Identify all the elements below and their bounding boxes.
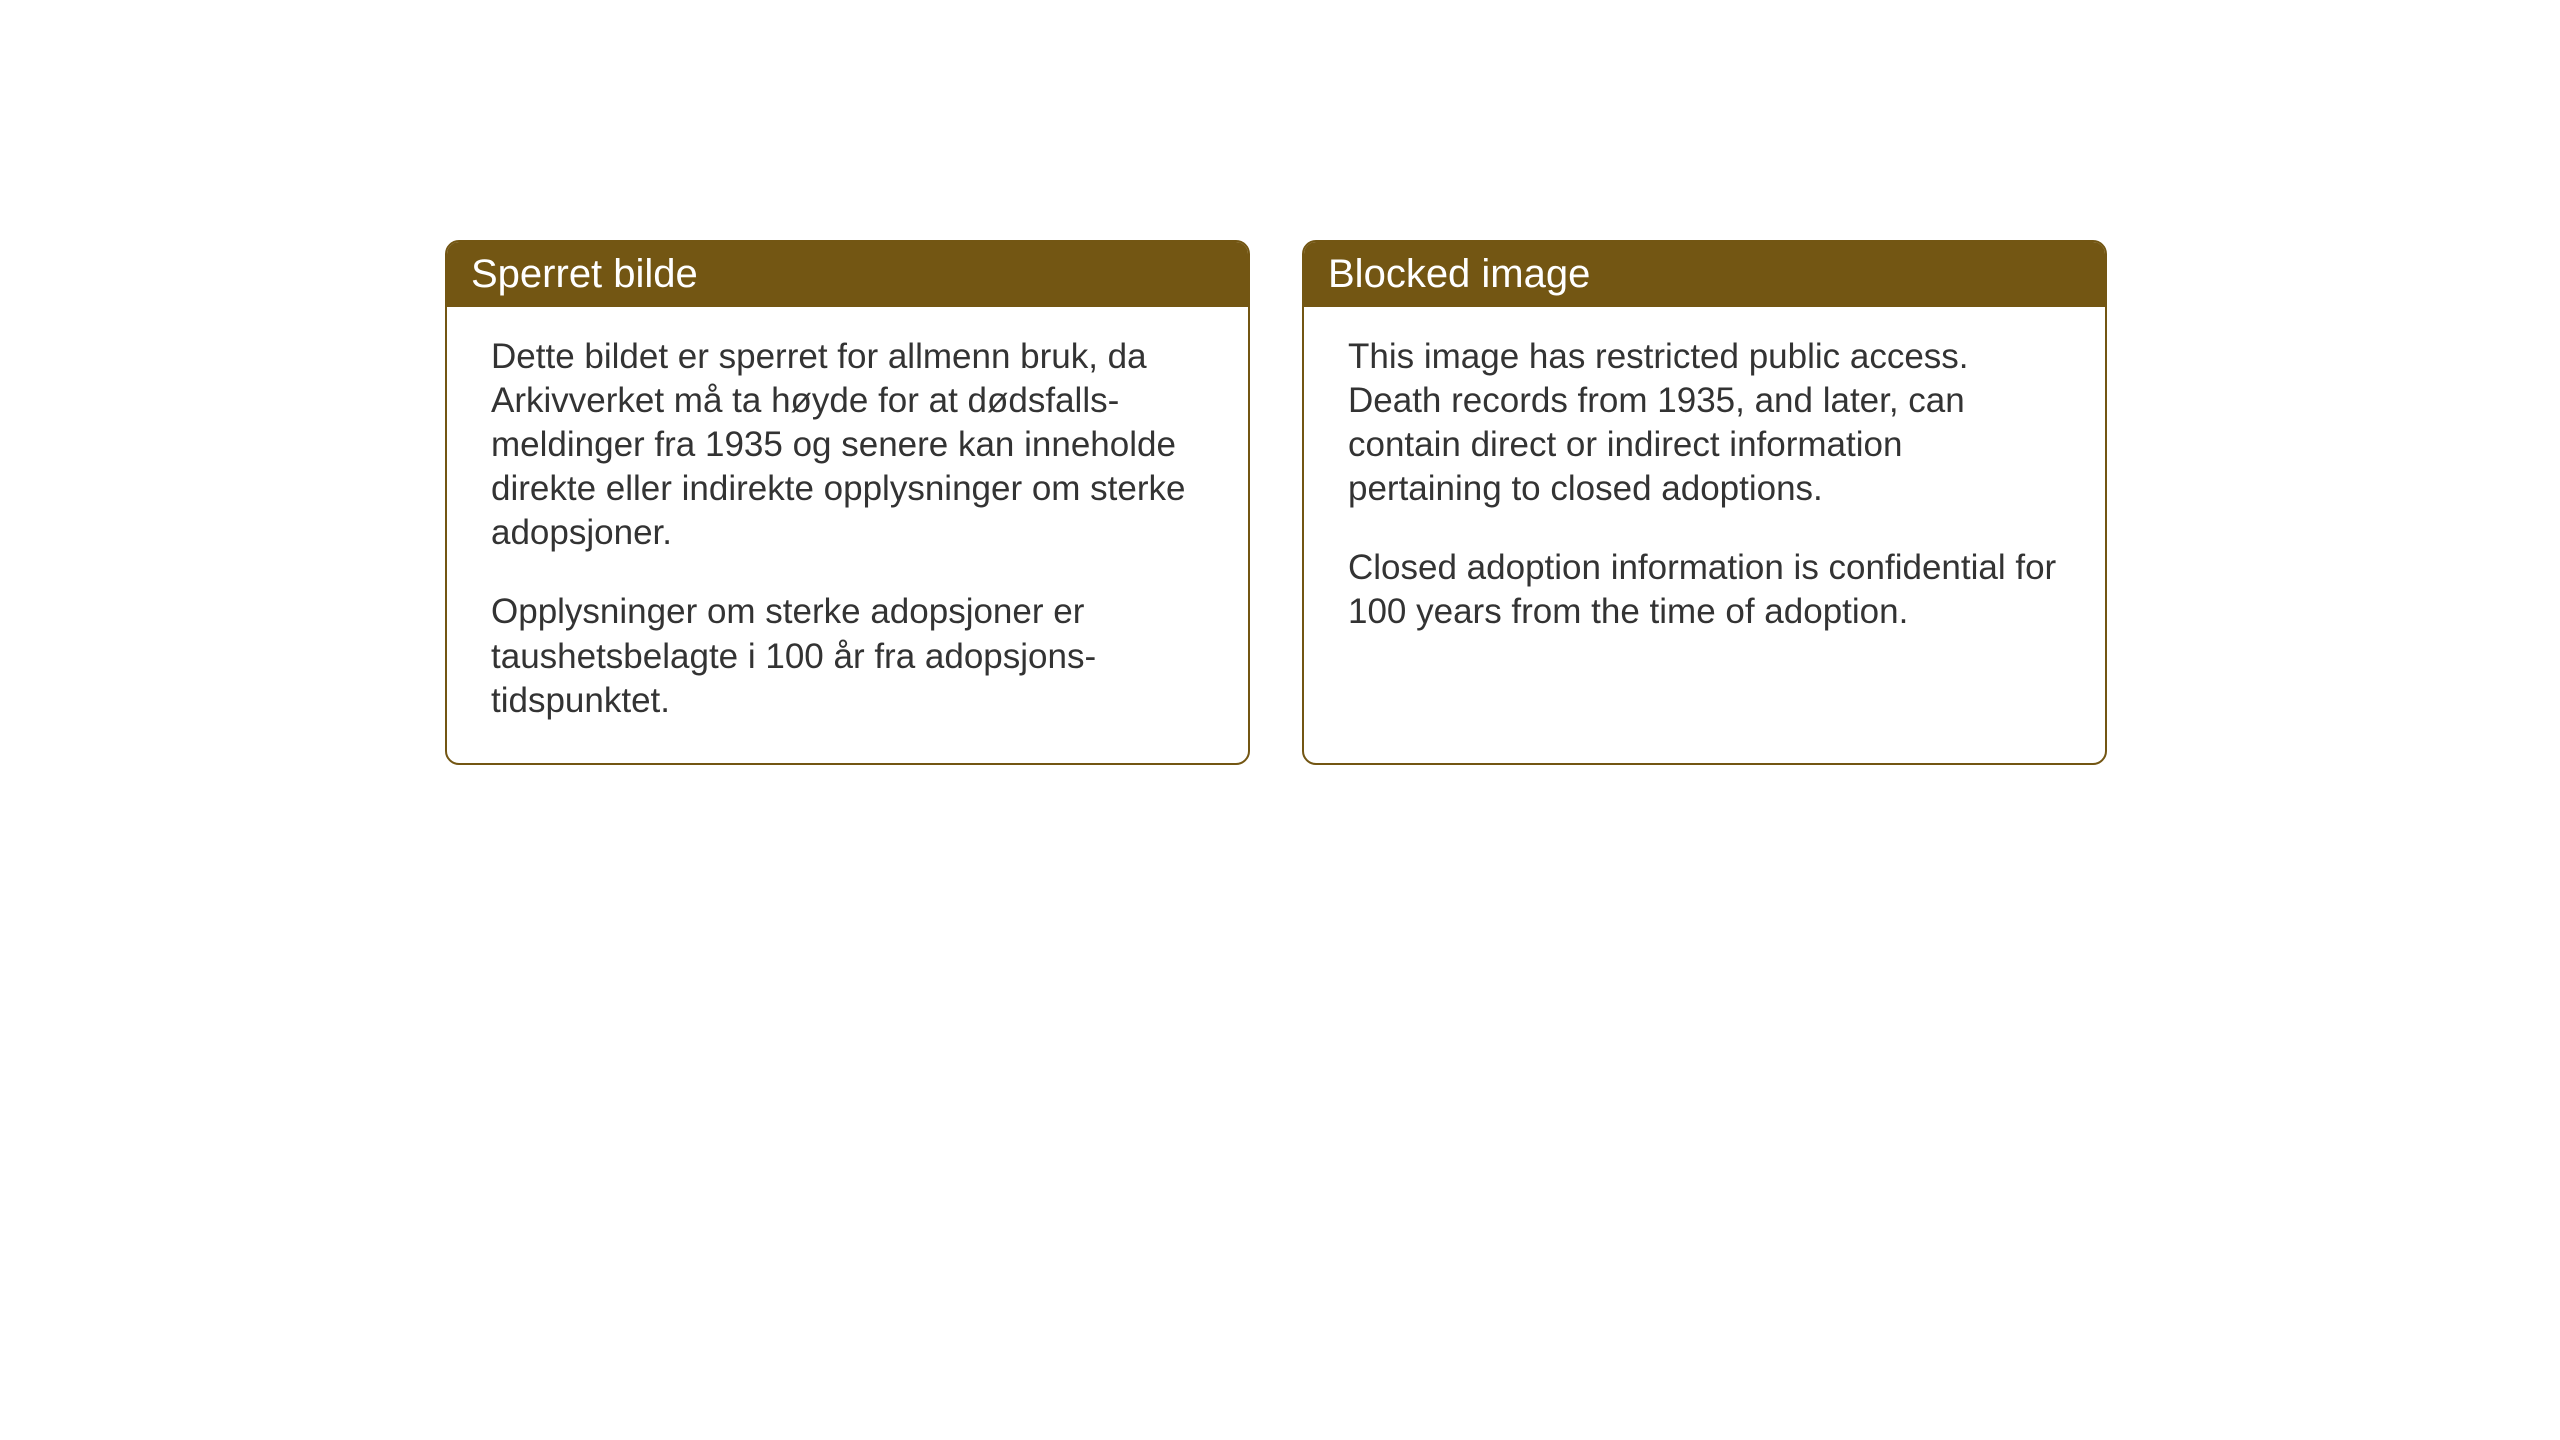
- notice-paragraph: Opplysninger om sterke adopsjoner er tau…: [491, 590, 1204, 722]
- notice-body-english: This image has restricted public access.…: [1304, 307, 2105, 675]
- notice-paragraph: This image has restricted public access.…: [1348, 335, 2061, 511]
- notice-paragraph: Closed adoption information is confident…: [1348, 546, 2061, 634]
- notice-body-norwegian: Dette bildet er sperret for allmenn bruk…: [447, 307, 1248, 763]
- notice-header-norwegian: Sperret bilde: [447, 242, 1248, 307]
- notice-box-english: Blocked image This image has restricted …: [1302, 240, 2107, 765]
- notice-paragraph: Dette bildet er sperret for allmenn bruk…: [491, 335, 1204, 555]
- notice-container: Sperret bilde Dette bildet er sperret fo…: [445, 240, 2107, 765]
- notice-header-english: Blocked image: [1304, 242, 2105, 307]
- notice-box-norwegian: Sperret bilde Dette bildet er sperret fo…: [445, 240, 1250, 765]
